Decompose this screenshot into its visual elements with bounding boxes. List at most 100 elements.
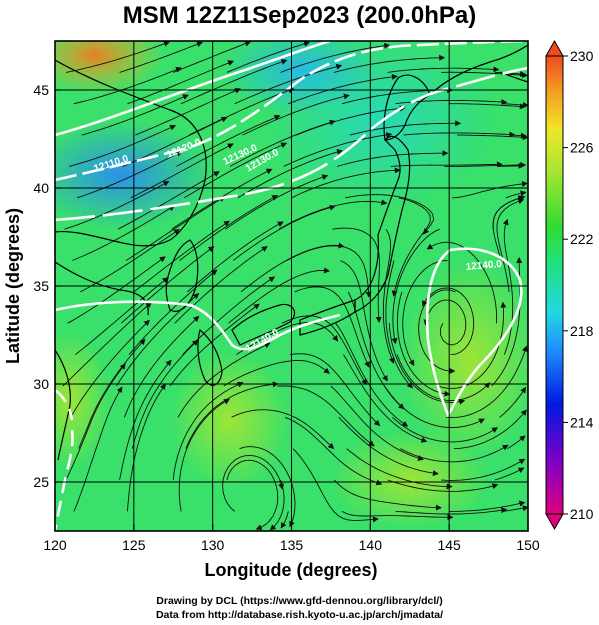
streamline [505,190,527,199]
streamline [340,260,388,382]
y-tick-label: 25 [33,474,49,490]
streamline [391,197,431,297]
y-axis: 25 30 35 40 45 [33,82,62,490]
x-tick-label: 130 [201,537,225,553]
y-tick-label: 40 [33,180,49,196]
colorbar-tick-label: 230 [570,48,594,64]
streamline [387,479,499,492]
streamline [330,385,424,461]
temperature-shading [55,41,528,531]
coastlines [55,44,528,461]
contour-label-4: 12140.0 [465,259,502,273]
streamline [131,339,199,449]
colorbar-tick-label: 222 [570,231,594,247]
streamline [72,205,176,261]
streamline [127,383,166,512]
streamline [445,345,528,419]
streamline [117,171,220,230]
credit-drawing: Drawing by DCL (https://www.gfd-dennou.o… [156,595,443,607]
gridlines [55,41,528,531]
colorbar-tick-label: 210 [570,506,594,522]
streamline [292,448,379,523]
streamline [457,134,528,141]
streamline [396,354,491,401]
streamline [226,459,279,531]
streamline [222,454,284,512]
streamline [341,510,454,521]
streamline [291,167,401,199]
streamline [123,315,200,418]
streamline [76,151,183,199]
streamline [403,131,516,138]
streamline [81,94,189,136]
streamline [426,241,498,324]
streamline [338,416,439,477]
x-tick-label: 135 [280,537,304,553]
streamline [333,479,442,511]
streamline [65,41,171,73]
streamline [391,228,440,345]
streamline [231,409,335,450]
streamline [225,174,329,230]
streamline [62,301,152,387]
streamline [228,267,330,324]
x-tick-label: 150 [516,537,540,553]
streamline [496,198,525,292]
streamline [332,227,382,323]
streamline [423,299,467,346]
streamline [402,260,448,367]
streamline [343,354,428,443]
streamline [345,194,435,235]
streamline [510,132,527,139]
streamline [70,319,150,418]
streamline [387,66,500,73]
streamline [452,181,528,199]
streamline [346,448,453,490]
x-tick-label: 125 [122,537,146,553]
streamline [182,276,276,355]
streamline [385,260,413,389]
streamline [73,386,123,512]
streamline [502,102,528,109]
streamline [125,196,226,261]
y-tick-label: 45 [33,82,49,98]
y-tick-label: 35 [33,278,49,294]
height-contours [55,41,528,531]
y-axis-label: Latitude (degrees) [3,208,23,364]
streamline [185,381,279,449]
streamline [507,435,526,450]
streamline [119,359,172,481]
streamline [441,71,528,79]
map-title: MSM 12Z11Sep2023 (200.0hPa) [122,2,477,29]
streamline [269,479,285,531]
streamline [502,505,528,512]
streamline [236,321,339,355]
streamline [492,195,526,230]
streamline [289,353,381,427]
streamline [73,66,182,105]
colorbar-tick-label: 226 [570,140,594,156]
colorbar-bottom-arrow [545,513,564,531]
colorbar-tick-label: 218 [570,323,594,339]
streamline [396,291,451,397]
streamline [494,467,525,481]
streamline [180,59,288,105]
streamline [280,511,289,529]
streamline [333,54,446,73]
streamline [172,381,244,481]
x-axis: 120 125 130 135 140 145 150 [43,524,540,553]
streamline [294,286,370,368]
credit-data: Data from http://database.rish.kyoto-u.a… [155,609,444,621]
streamline [337,150,449,167]
x-tick-label: 120 [43,537,67,553]
streamline [418,289,456,374]
streamline [347,291,405,410]
streamline [239,446,296,528]
colorbar: 230 226 222 218 214 210 [545,39,594,531]
streamline [64,181,170,230]
streamline [179,195,279,261]
streamline [392,416,499,443]
streamline [187,221,284,293]
streamline [281,315,367,386]
